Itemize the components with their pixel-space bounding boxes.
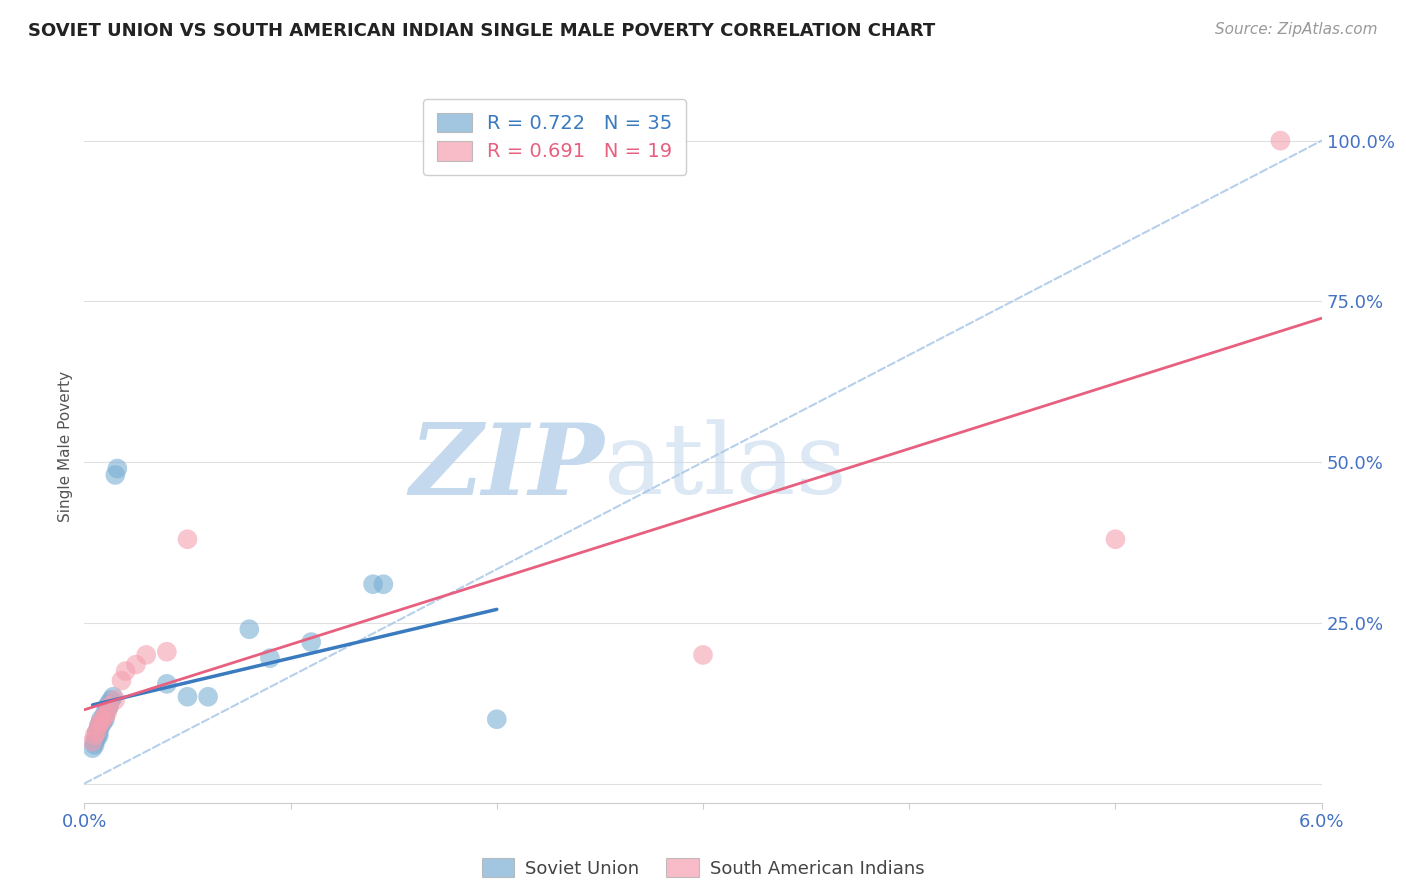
Point (90, 719, 112, 733)
Point (1270, 134, 1292, 148)
Point (94, 706, 117, 720)
Point (104, 693, 127, 707)
Point (91, 712, 114, 726)
Point (156, 645, 179, 659)
Point (692, 648, 714, 662)
Point (90, 712, 112, 726)
Point (83, 738, 105, 752)
Text: ZIP: ZIP (409, 419, 605, 516)
Point (96, 706, 118, 720)
Point (83, 735, 105, 749)
Point (1104, 533, 1126, 547)
Point (361, 577, 384, 591)
Point (86, 728, 108, 742)
Point (91, 715, 114, 730)
Point (238, 622, 260, 636)
Point (91, 712, 114, 726)
Point (82, 735, 104, 749)
Point (87, 719, 110, 733)
Point (135, 648, 157, 662)
Point (98, 696, 121, 710)
Point (197, 690, 219, 704)
Point (86, 731, 108, 746)
Point (86, 725, 108, 739)
Point (176, 533, 198, 547)
Point (87, 728, 110, 742)
Point (87, 725, 110, 739)
Point (96, 699, 118, 714)
Y-axis label: Single Male Poverty: Single Male Poverty (58, 370, 73, 522)
Point (90, 715, 112, 730)
Point (83, 728, 105, 742)
Point (94, 712, 117, 726)
Point (87, 722, 110, 736)
Point (104, 467, 127, 482)
Point (125, 657, 148, 672)
Point (110, 673, 132, 688)
Point (87, 719, 110, 733)
Text: SOVIET UNION VS SOUTH AMERICAN INDIAN SINGLE MALE POVERTY CORRELATION CHART: SOVIET UNION VS SOUTH AMERICAN INDIAN SI… (28, 22, 935, 40)
Point (485, 712, 508, 726)
Point (94, 709, 117, 723)
Text: Source: ZipAtlas.com: Source: ZipAtlas.com (1215, 22, 1378, 37)
Point (373, 577, 395, 591)
Point (100, 693, 122, 707)
Point (105, 461, 128, 475)
Point (156, 677, 179, 691)
Point (98, 699, 121, 714)
Point (103, 690, 125, 704)
Point (299, 635, 322, 649)
Point (82, 741, 104, 756)
Legend: Soviet Union, South American Indians: Soviet Union, South American Indians (472, 849, 934, 887)
Point (86, 725, 108, 739)
Point (259, 651, 281, 665)
Point (90, 715, 112, 730)
Point (94, 709, 117, 723)
Point (98, 699, 121, 714)
Text: atlas: atlas (605, 419, 846, 516)
Point (176, 690, 198, 704)
Point (114, 664, 136, 678)
Point (96, 702, 118, 716)
